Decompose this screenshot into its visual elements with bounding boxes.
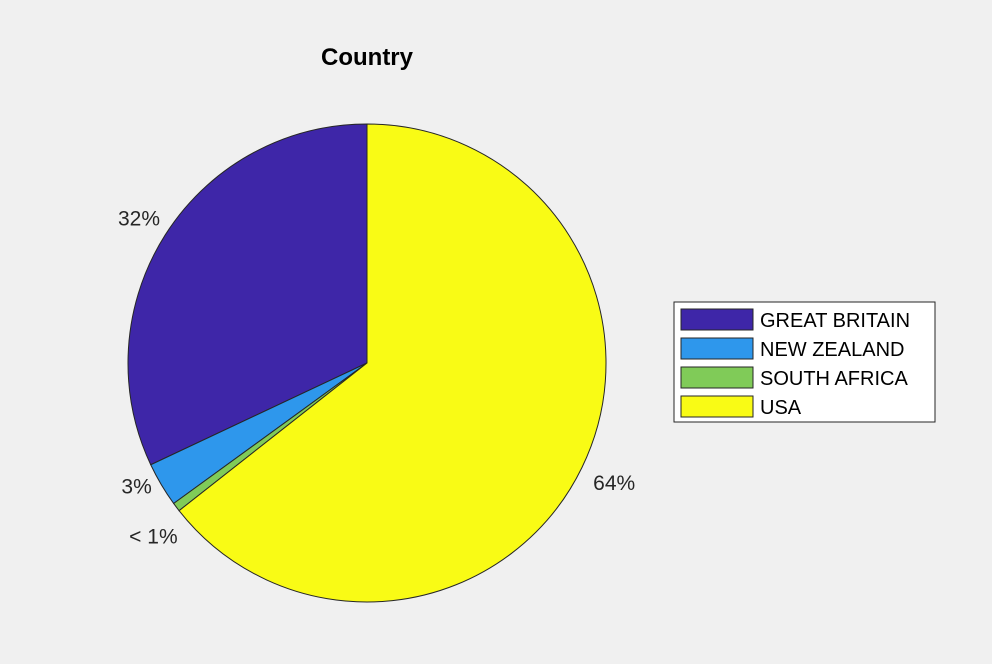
legend-label-great-britain: GREAT BRITAIN [760, 310, 910, 332]
legend-swatch-usa [680, 395, 754, 418]
percent-label-great-britain: 32% [118, 207, 160, 230]
pie-slice-great-britain [127, 123, 368, 466]
legend-swatch-south-africa [680, 366, 754, 389]
legend-label-new-zealand: NEW ZEALAND [760, 339, 904, 361]
legend-items: GREAT BRITAIN NEW ZEALAND SOUTH AFRICA USA [680, 308, 910, 419]
percent-label-new-zealand: 3% [121, 475, 151, 498]
pie-percent-labels: 32% 3% < 1% 64% [118, 207, 635, 548]
legend-swatch-new-zealand [680, 337, 754, 360]
percent-label-south-africa: < 1% [129, 525, 177, 548]
chart-title: Country [321, 44, 414, 71]
legend-swatch-great-britain [680, 308, 754, 331]
pie-slices [127, 123, 607, 603]
legend-label-usa: USA [760, 397, 802, 419]
pie-slice-usa [178, 123, 607, 603]
legend-label-south-africa: SOUTH AFRICA [760, 368, 908, 390]
percent-label-usa: 64% [593, 472, 635, 495]
legend: GREAT BRITAIN NEW ZEALAND SOUTH AFRICA USA [673, 301, 936, 423]
